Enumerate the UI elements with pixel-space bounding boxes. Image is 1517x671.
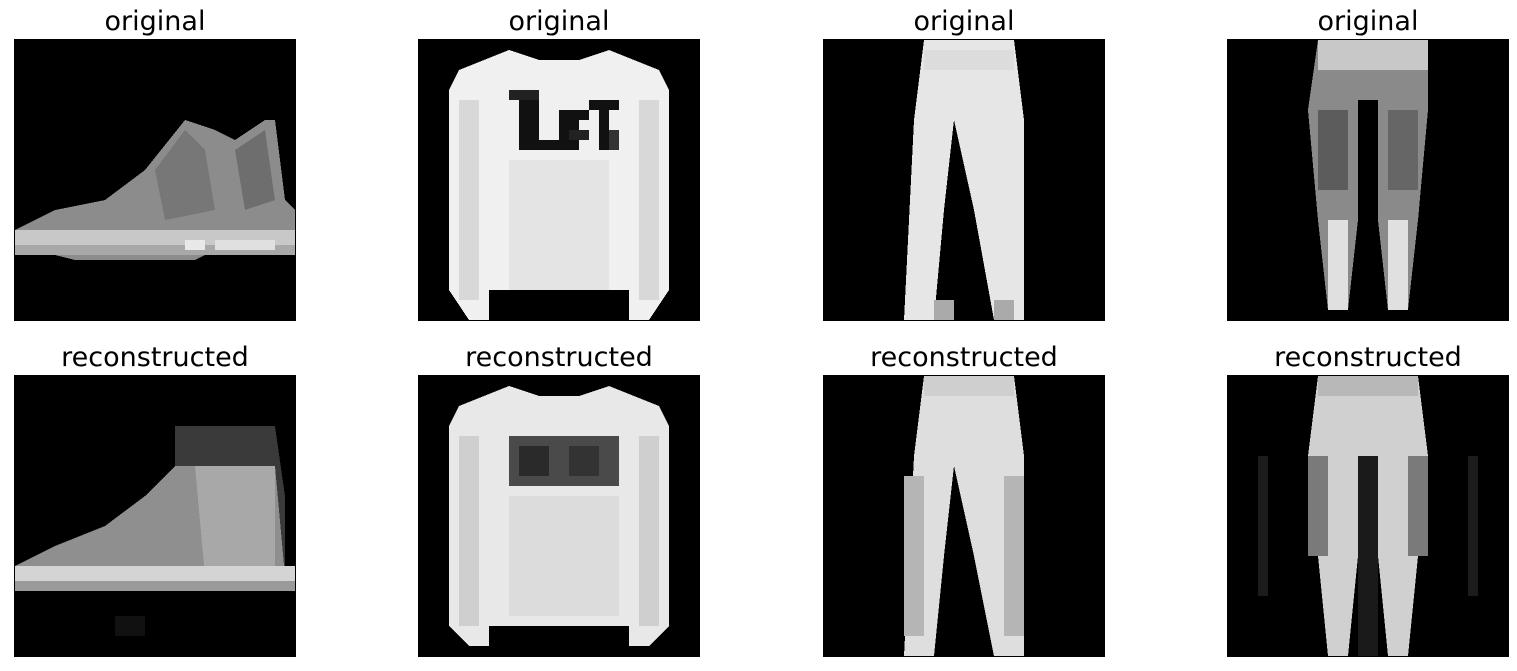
panel-original-4: original bbox=[1227, 6, 1509, 322]
panel-title: reconstructed bbox=[465, 342, 653, 373]
image-pullover-original bbox=[418, 39, 700, 321]
image-trouser-reconstructed bbox=[823, 375, 1105, 657]
panel-title: original bbox=[104, 6, 206, 37]
panel-reconstructed-2: reconstructed bbox=[418, 342, 700, 658]
panel-title: original bbox=[913, 6, 1015, 37]
panel-title: reconstructed bbox=[61, 342, 249, 373]
image-trouser-reconstructed bbox=[1227, 375, 1509, 657]
panel-title: reconstructed bbox=[1274, 342, 1462, 373]
panel-original-3: original bbox=[823, 6, 1105, 322]
panel-title: original bbox=[508, 6, 610, 37]
panel-title: reconstructed bbox=[870, 342, 1058, 373]
panel-reconstructed-4: reconstructed bbox=[1227, 342, 1509, 658]
image-ankle-boot-original bbox=[14, 39, 296, 321]
image-ankle-boot-reconstructed bbox=[14, 375, 296, 657]
panel-reconstructed-1: reconstructed bbox=[14, 342, 296, 658]
image-trouser-original bbox=[823, 39, 1105, 321]
panel-original-2: original bbox=[418, 6, 700, 322]
panel-original-1: original bbox=[14, 6, 296, 322]
image-trouser-original bbox=[1227, 39, 1509, 321]
panel-title: original bbox=[1317, 6, 1419, 37]
panel-reconstructed-3: reconstructed bbox=[823, 342, 1105, 658]
image-pullover-reconstructed bbox=[418, 375, 700, 657]
